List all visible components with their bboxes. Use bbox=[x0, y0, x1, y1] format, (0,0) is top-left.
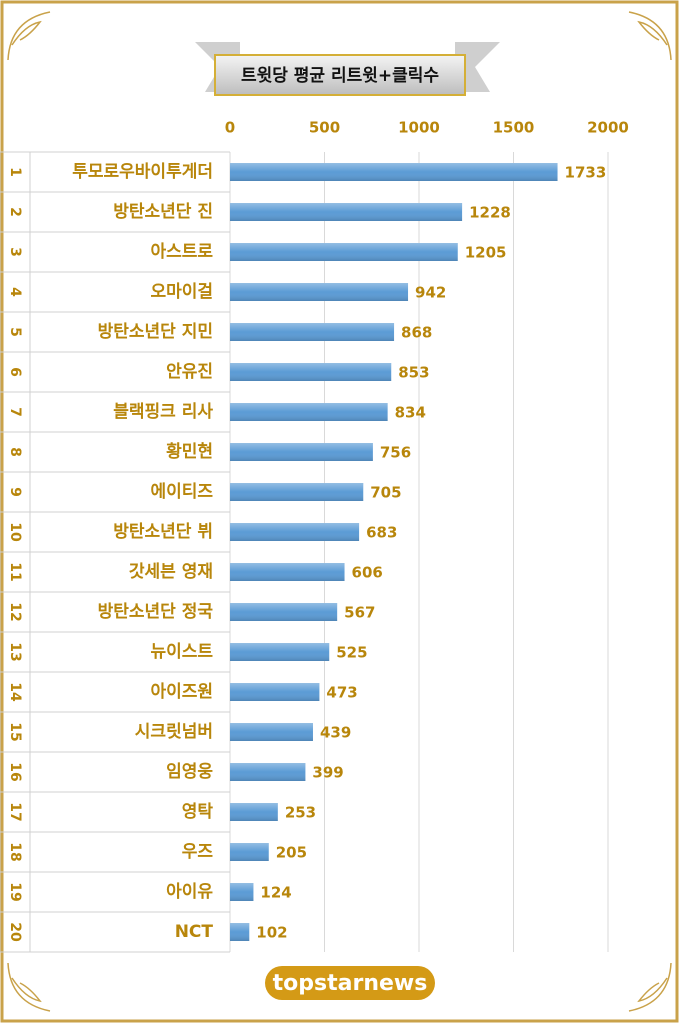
bar-shade bbox=[230, 803, 278, 821]
bar-shade bbox=[230, 283, 409, 301]
bar-shade bbox=[230, 923, 250, 941]
category-label: 시크릿넘버 bbox=[135, 722, 213, 742]
value-label: 834 bbox=[395, 404, 426, 422]
rank-label: 20 bbox=[7, 922, 23, 942]
category-label: 갓세븐 영재 bbox=[129, 562, 213, 582]
category-label: 황민현 bbox=[166, 442, 213, 462]
category-label: 방탄소년단 정국 bbox=[98, 602, 214, 622]
rank-label: 15 bbox=[7, 722, 23, 741]
category-label: 방탄소년단 뷔 bbox=[113, 522, 213, 542]
x-tick-label: 2000 bbox=[587, 119, 629, 137]
value-label: 683 bbox=[366, 524, 397, 542]
rank-label: 5 bbox=[7, 327, 23, 337]
bar-shade bbox=[230, 643, 330, 661]
logo: topstarnews bbox=[273, 971, 428, 996]
bar-shade bbox=[230, 483, 364, 501]
bar-shade bbox=[230, 763, 306, 781]
category-label: 아이즈원 bbox=[150, 682, 213, 702]
category-label: 아이유 bbox=[166, 882, 213, 902]
value-label: 1733 bbox=[565, 164, 607, 182]
bar-shade bbox=[230, 403, 388, 421]
rank-label: 17 bbox=[7, 802, 23, 821]
bar-shade bbox=[230, 843, 269, 861]
title-ribbon bbox=[195, 42, 500, 96]
bar-shade bbox=[230, 563, 345, 581]
category-label: 에이티즈 bbox=[150, 482, 213, 502]
bar-shade bbox=[230, 363, 392, 381]
logo-badge bbox=[265, 966, 435, 1000]
corner-ornaments bbox=[7, 11, 672, 1012]
rank-label: 19 bbox=[7, 882, 23, 901]
value-label: 567 bbox=[344, 604, 375, 622]
rank-label: 8 bbox=[7, 447, 23, 457]
x-tick-label: 0 bbox=[225, 119, 235, 137]
bar-shade bbox=[230, 523, 360, 541]
category-label: 아스트로 bbox=[150, 242, 213, 262]
value-label: 124 bbox=[260, 884, 291, 902]
bar-shade bbox=[230, 203, 463, 221]
value-label: 868 bbox=[401, 324, 432, 342]
category-label: 방탄소년단 진 bbox=[113, 202, 213, 222]
rank-label: 1 bbox=[7, 167, 23, 177]
rank-label: 7 bbox=[7, 407, 23, 417]
value-label: 1205 bbox=[465, 244, 507, 262]
bar-shade bbox=[230, 243, 458, 261]
value-label: 853 bbox=[398, 364, 429, 382]
rank-label: 18 bbox=[7, 842, 23, 861]
category-label: 임영웅 bbox=[166, 761, 213, 782]
category-label: 뉴이스트 bbox=[150, 642, 213, 662]
chart-title: 트윗당 평균 리트윗+클릭수 bbox=[241, 66, 439, 86]
bar-shade bbox=[230, 163, 558, 181]
category-label: NCT bbox=[175, 922, 214, 942]
rank-label: 13 bbox=[7, 642, 23, 661]
value-label: 253 bbox=[285, 804, 316, 822]
bar-shade bbox=[230, 603, 338, 621]
value-label: 705 bbox=[370, 484, 401, 502]
value-label: 102 bbox=[256, 924, 287, 942]
value-label: 525 bbox=[336, 644, 367, 662]
value-label: 205 bbox=[276, 844, 307, 862]
value-label: 606 bbox=[352, 564, 383, 582]
rank-label: 10 bbox=[7, 522, 23, 542]
rank-label: 14 bbox=[7, 682, 23, 702]
value-label: 473 bbox=[326, 684, 357, 702]
value-label: 942 bbox=[415, 284, 446, 302]
x-tick-label: 1500 bbox=[493, 119, 535, 137]
rank-label: 16 bbox=[7, 762, 23, 781]
bar-shade bbox=[230, 683, 320, 701]
rank-label: 3 bbox=[7, 247, 23, 257]
bar-shade bbox=[230, 883, 254, 901]
value-label: 756 bbox=[380, 444, 411, 462]
category-label: 투모로우바이투게더 bbox=[72, 162, 213, 182]
bar-shade bbox=[230, 323, 395, 341]
rank-label: 6 bbox=[7, 367, 23, 377]
category-label: 우즈 bbox=[182, 842, 214, 862]
x-tick-label: 1000 bbox=[398, 119, 440, 137]
category-label: 영탁 bbox=[182, 802, 214, 822]
category-label: 블랙핑크 리사 bbox=[113, 402, 213, 422]
rank-label: 11 bbox=[7, 562, 23, 581]
rank-label: 9 bbox=[7, 487, 23, 497]
rank-label: 4 bbox=[7, 287, 23, 297]
category-label: 안유진 bbox=[166, 362, 213, 382]
value-label: 1228 bbox=[469, 204, 511, 222]
value-label: 399 bbox=[312, 764, 343, 782]
rank-label: 12 bbox=[7, 602, 23, 621]
rank-label: 2 bbox=[7, 207, 23, 217]
value-label: 439 bbox=[320, 724, 351, 742]
bar-shade bbox=[230, 723, 313, 741]
category-label: 오마이걸 bbox=[150, 282, 213, 302]
category-label: 방탄소년단 지민 bbox=[98, 322, 213, 342]
bar-shade bbox=[230, 443, 373, 461]
x-tick-label: 500 bbox=[309, 119, 340, 137]
